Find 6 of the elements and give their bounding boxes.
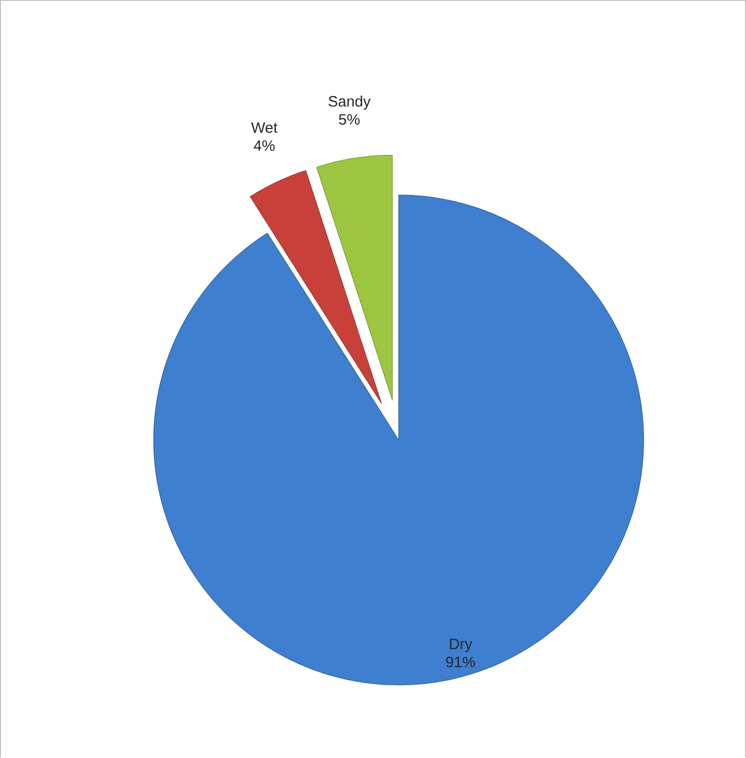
data-label: 4% xyxy=(254,140,275,151)
slice-label: Dry xyxy=(450,638,472,652)
data-label: 91% xyxy=(446,656,476,668)
slice-label: Sandy xyxy=(328,96,371,110)
slice-label: Wet xyxy=(251,122,278,133)
data-label: 5% xyxy=(339,114,360,125)
